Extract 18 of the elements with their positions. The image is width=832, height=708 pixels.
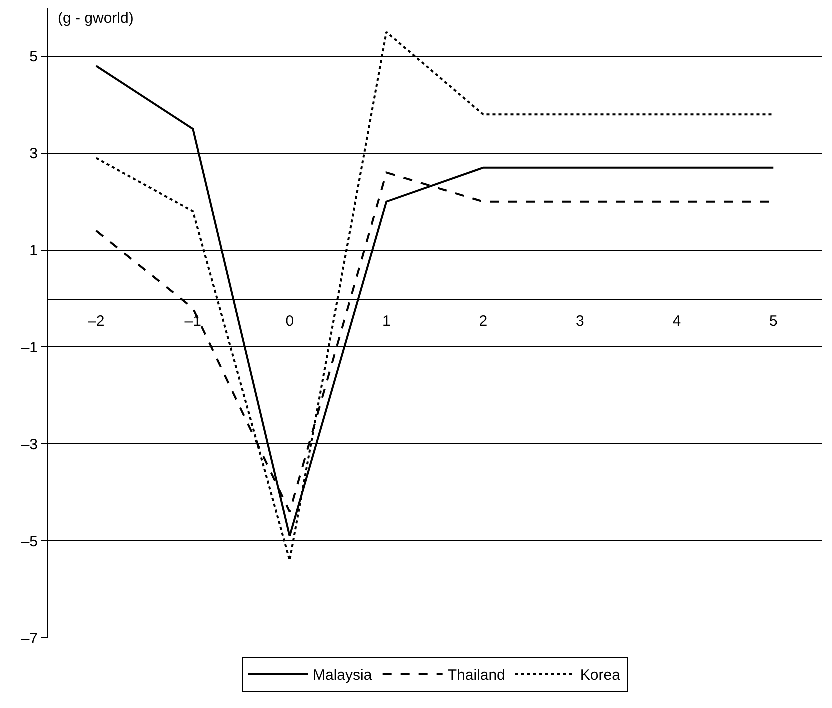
x-tick-label: 3 xyxy=(576,312,584,330)
x-tick-label: –2 xyxy=(88,312,105,330)
x-tick-label: 2 xyxy=(479,312,488,330)
x-tick-label: 5 xyxy=(769,312,778,330)
y-axis-title: (g - gworld) xyxy=(58,10,134,27)
legend-label: Thailand xyxy=(448,667,506,684)
legend-label: Malaysia xyxy=(313,667,373,684)
legend-label: Korea xyxy=(580,667,622,684)
x-tick-label: 0 xyxy=(286,312,294,330)
y-tick-label: –7 xyxy=(21,630,38,648)
y-tick-label: –3 xyxy=(21,436,38,454)
y-tick-label: –5 xyxy=(21,533,38,550)
y-tick-label: 1 xyxy=(30,242,38,260)
x-tick-label: 1 xyxy=(382,312,391,330)
x-tick-label: 4 xyxy=(672,312,682,330)
y-tick-label: 3 xyxy=(30,146,38,163)
y-tick-label: 5 xyxy=(30,48,38,66)
y-tick-label: –1 xyxy=(21,339,38,356)
